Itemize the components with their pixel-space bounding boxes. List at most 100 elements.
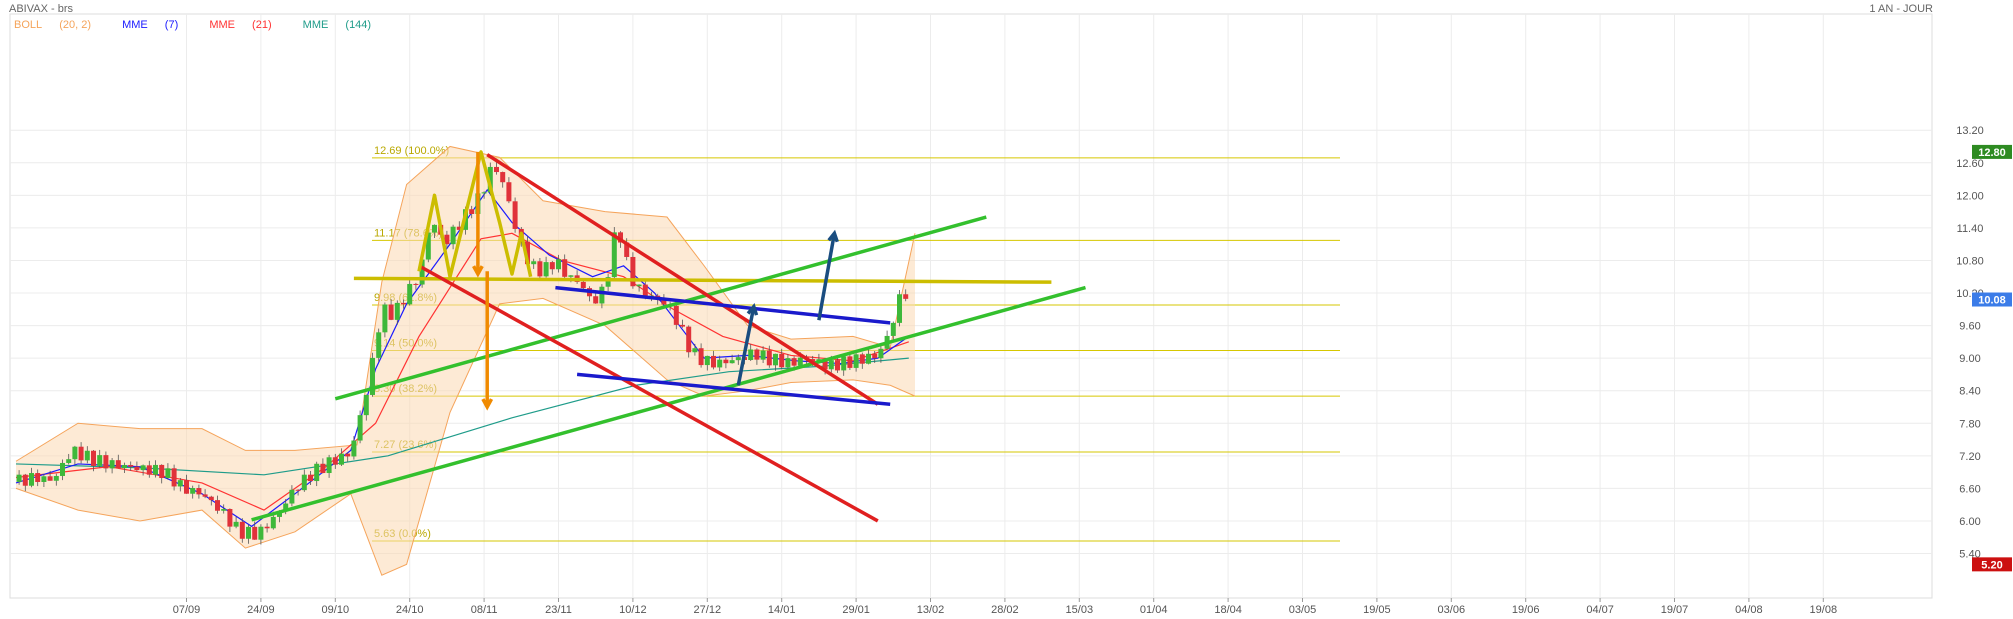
candle-body [66,459,72,463]
candle-body [277,511,282,517]
trend-lines [251,150,1086,523]
candle-body [29,473,34,486]
y-tick-label: 8.40 [1959,386,1980,398]
candle-body [134,466,140,471]
candle-body [630,256,636,287]
candle-body [78,446,84,461]
candle-body [593,296,599,304]
legend-mme-144[interactable]: MME (144) [302,19,372,31]
candle-body [773,353,778,366]
candle-body [202,494,208,497]
y-tick-label: 13.20 [1956,125,1984,137]
x-tick-label: 27/12 [694,604,722,616]
candle-body [903,294,909,299]
y-tick-label: 7.80 [1959,418,1980,430]
candle-body [760,350,766,360]
candle-body [897,294,902,323]
legend-mme-7[interactable]: MME (7) [122,19,179,31]
y-tick-label: 9.00 [1959,353,1980,365]
indicator-legend: BOLL (20, 2) MME (7) MME (21) MME (144) [14,19,399,31]
candle-body [140,465,146,471]
candle-body [159,464,165,479]
candle-body [618,232,623,243]
price-badge [1972,292,2012,307]
candle-body [401,302,406,305]
x-tick-label: 10/12 [619,604,647,616]
x-tick-label: 09/10 [322,604,350,616]
candle-body [636,284,642,287]
drawn-trend-line [417,150,533,279]
candle-body [97,455,103,466]
candle-body [53,475,59,481]
candle-body [103,455,109,469]
candle-body [748,349,754,360]
candle-body [60,462,65,476]
drawn-trend-line [418,264,879,523]
arrow-head [481,398,494,411]
candle-body [450,226,456,245]
candle-body [208,496,214,501]
candle-body [376,332,382,358]
y-tick-label: 9.60 [1959,321,1980,333]
candle-body [754,349,760,360]
candle-body [345,453,351,457]
y-tick-label: 7.20 [1959,451,1980,463]
candle-body [184,480,189,494]
candle-body [828,360,834,370]
arrow-head [827,229,839,243]
candle-body [624,242,630,257]
candle-body [332,457,338,465]
candle-body [72,446,78,460]
x-tick-label: 24/10 [396,604,424,616]
y-tick-label: 6.00 [1959,516,1980,528]
x-tick-label: 04/08 [1735,604,1763,616]
candle-body [177,480,183,487]
x-tick-label: 19/05 [1363,604,1391,616]
candle-body [525,241,530,265]
candle-body [190,488,196,494]
candle-body [847,356,853,368]
candle-body [556,259,561,270]
drawn-trend-line [353,276,1052,284]
candle-body [531,261,537,265]
candle-body [320,463,326,474]
candle-body [835,360,840,371]
x-tick-label: 08/11 [471,604,498,616]
legend-boll[interactable]: BOLL (20, 2) [14,19,91,31]
candle-body [692,348,698,353]
candle-body [890,322,896,336]
candle-body [363,394,369,416]
x-tick-label: 29/01 [842,604,870,616]
x-tick-label: 07/09 [173,604,201,616]
candle-body [717,359,723,368]
candle-body [339,453,344,465]
candle-body [735,357,741,361]
candle-body [407,283,413,305]
candle-body [382,304,388,333]
candle-body [872,353,878,359]
arrow-shaft [736,306,756,386]
candle-body [239,521,245,539]
candle-body [394,302,400,320]
price-badge [1972,144,2012,159]
candle-body [109,460,115,469]
candle-body [115,460,121,469]
price-badge-label: 5.20 [1981,559,2002,571]
legend-mme-21[interactable]: MME (21) [209,19,272,31]
candle-body [227,509,233,527]
candle-body [153,464,158,475]
candle-body [388,304,394,320]
candle-body [853,354,859,368]
candle-body [481,192,487,194]
drawn-trend-line [555,285,891,325]
candle-body [16,474,22,482]
candle-body [326,457,332,474]
candle-body [289,489,295,504]
candle-body [729,360,735,364]
candle-body [841,356,847,371]
candle-body [301,474,307,491]
chart-period[interactable]: 1 AN - JOUR [1869,3,1933,15]
candle-body [766,350,772,366]
x-tick-label: 19/08 [1810,604,1838,616]
candle-body [580,281,586,289]
